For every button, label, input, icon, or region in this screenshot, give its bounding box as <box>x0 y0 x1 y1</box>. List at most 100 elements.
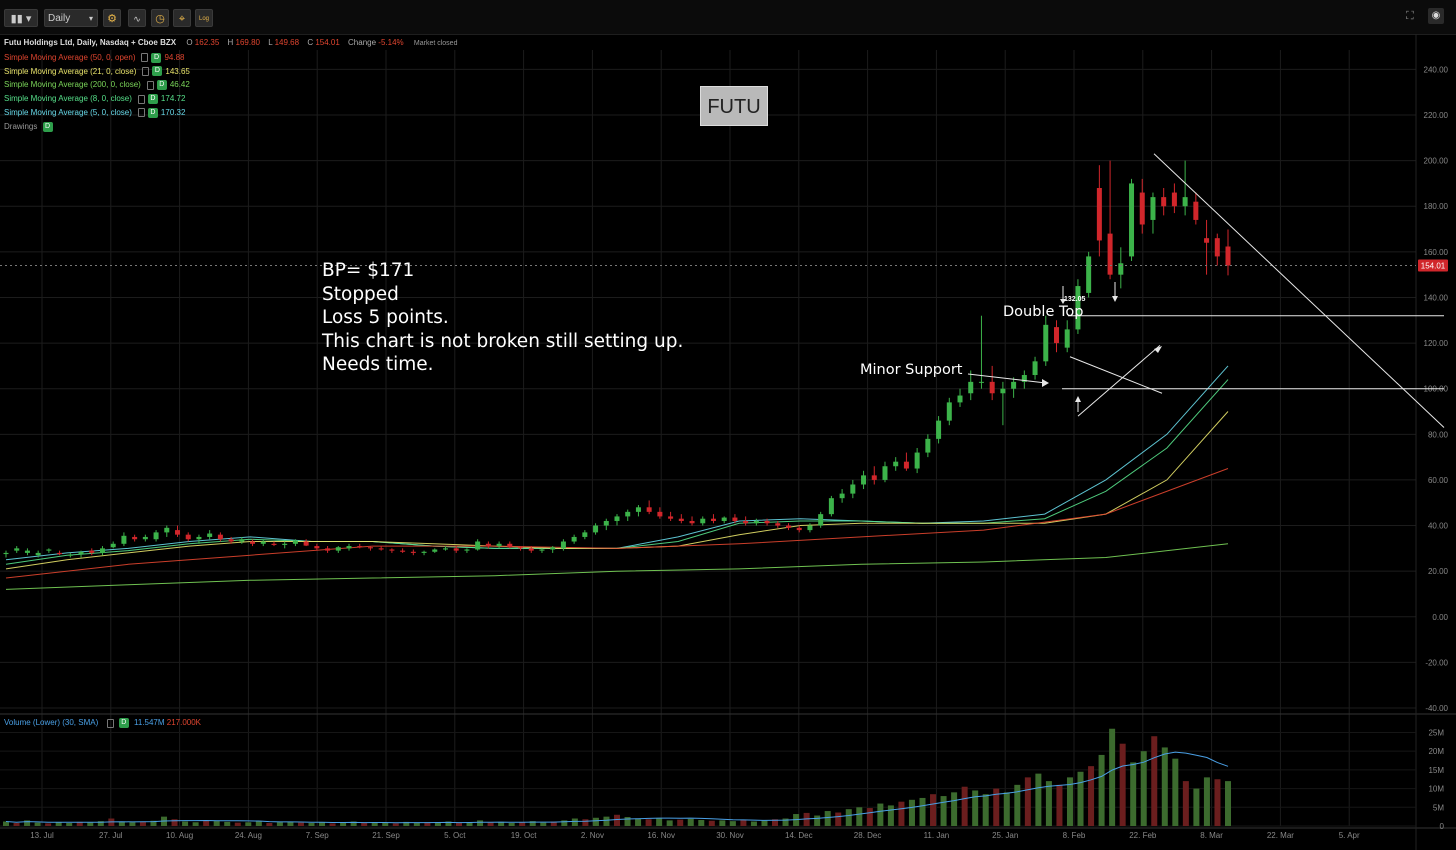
price-chart[interactable]: 240.00 220.00 200.00 180.00 160.00 140.00 120.… <box>0 34 1456 850</box>
study-badge[interactable]: D <box>147 107 158 118</box>
candle-body <box>1107 233 1113 275</box>
candle-body <box>464 549 470 551</box>
volume-bar <box>561 820 568 826</box>
volume-bar <box>1066 777 1073 826</box>
candle-body <box>303 541 309 546</box>
study-label[interactable]: Simple Moving Average (8, 0, close) <box>4 94 132 104</box>
candle-body <box>153 532 159 540</box>
candle-body <box>14 548 20 551</box>
volume-bar <box>13 823 20 826</box>
y-tick-label: 220.00 <box>1424 111 1449 120</box>
x-tick-label: 19. Oct <box>511 831 538 840</box>
volume-tick-label: 15M <box>1428 766 1444 775</box>
volume-legend: Volume (Lower) (30, SMA) D 11.547M 217.0… <box>4 718 201 728</box>
interval-value: Daily <box>48 13 71 24</box>
study-value: 143.65 <box>165 66 190 76</box>
change-value: -5.14% <box>378 38 404 47</box>
volume-bar <box>45 823 52 826</box>
volume-bar <box>1172 758 1179 826</box>
drawing-tools-button[interactable]: ⌖ <box>173 9 191 27</box>
candle-body <box>689 520 695 524</box>
candle-body <box>582 532 588 537</box>
volume-bar <box>708 820 715 826</box>
drawings-badge[interactable]: D <box>42 121 53 132</box>
volume-bar <box>835 812 842 826</box>
candle-body <box>946 402 952 421</box>
camera-icon[interactable]: ◉ <box>1428 8 1444 24</box>
candle-body <box>957 395 963 403</box>
toolbar: ▮▮ ▾ Daily ▾ ⚙ ∿ ◷ ⌖ Log ⛶ ◉ <box>0 0 1456 35</box>
settings-button[interactable]: ⚙ <box>103 9 121 27</box>
y-tick-label: 60.00 <box>1428 476 1449 485</box>
volume-bar <box>1151 736 1158 826</box>
volume-label: Volume (Lower) (30, SMA) <box>4 718 99 728</box>
volume-bar <box>445 821 452 826</box>
study-value: 170.32 <box>160 107 186 117</box>
info-icon[interactable] <box>137 94 145 104</box>
info-icon[interactable] <box>142 66 150 76</box>
volume-bar <box>508 823 515 826</box>
x-tick-label: 11. Jan <box>924 831 950 840</box>
y-tick-label: 80.00 <box>1428 430 1449 439</box>
candle-body <box>110 543 116 548</box>
studies-button[interactable]: ∿ <box>128 9 146 27</box>
note-line: Needs time. <box>322 354 434 375</box>
study-badge[interactable]: D <box>152 66 163 77</box>
low-label: L <box>268 38 273 47</box>
info-icon[interactable] <box>141 53 149 63</box>
volume-bar <box>150 820 157 826</box>
candle-body <box>593 525 599 533</box>
ma-line <box>5 543 1229 590</box>
interval-select[interactable]: Daily ▾ <box>44 9 98 27</box>
volume-badge[interactable]: D <box>118 718 129 728</box>
candle-body <box>678 518 684 521</box>
volume-bar <box>603 816 610 826</box>
header-row: Futu Holdings Ltd, Daily, Nasdaq + Cboe … <box>4 36 457 51</box>
volume-bar <box>972 790 979 826</box>
expand-icon[interactable]: ⛶ <box>1406 10 1414 22</box>
time-button[interactable]: ◷ <box>151 9 169 27</box>
info-icon[interactable] <box>137 108 145 118</box>
volume-value-last: 217.000K <box>166 718 202 728</box>
info-icon[interactable] <box>106 718 114 728</box>
candle-body <box>861 475 867 485</box>
volume-bar <box>592 817 599 826</box>
y-tick-label: 120.00 <box>1424 339 1449 348</box>
study-label[interactable]: Simple Moving Average (200, 0, close) <box>4 80 141 90</box>
candle-body <box>710 518 716 521</box>
volume-bar <box>582 819 589 826</box>
candle-body <box>346 546 352 549</box>
x-tick-label: 8. Mar <box>1200 831 1223 840</box>
volume-bar <box>129 822 136 826</box>
symbol-box: FUTU <box>700 86 768 126</box>
candle-body <box>1139 192 1145 225</box>
volume-bar <box>466 822 473 826</box>
info-icon[interactable] <box>146 80 154 90</box>
double-top-label: Double Top <box>1003 304 1084 320</box>
volume-bar <box>213 821 220 826</box>
volume-bar <box>719 820 726 826</box>
candle-body <box>475 541 481 550</box>
study-label[interactable]: Simple Moving Average (21, 0, close) <box>4 66 137 76</box>
log-scale-button[interactable]: Log <box>195 9 213 27</box>
volume-tick-label: 0 <box>1440 822 1445 831</box>
volume-bar <box>340 822 347 826</box>
candle-body <box>635 507 641 512</box>
study-label[interactable]: Simple Moving Average (5, 0, close) <box>4 107 132 117</box>
volume-bar <box>477 820 484 826</box>
volume-bar <box>24 820 31 826</box>
volume-bar <box>677 819 684 826</box>
volume-bar <box>3 821 9 826</box>
high-label: H <box>227 38 234 47</box>
study-badge[interactable]: D <box>147 94 158 105</box>
chart-type-button[interactable]: ▮▮ ▾ <box>4 9 38 27</box>
candle-body <box>89 550 95 553</box>
candle-body <box>207 533 213 537</box>
volume-bar <box>1225 781 1231 826</box>
study-badge[interactable]: D <box>156 80 167 91</box>
study-label[interactable]: Simple Moving Average (50, 0, open) <box>4 52 136 62</box>
volume-bar <box>782 818 789 826</box>
volume-bar <box>1161 747 1168 826</box>
study-badge[interactable]: D <box>151 52 162 63</box>
candle-body <box>1129 183 1135 257</box>
